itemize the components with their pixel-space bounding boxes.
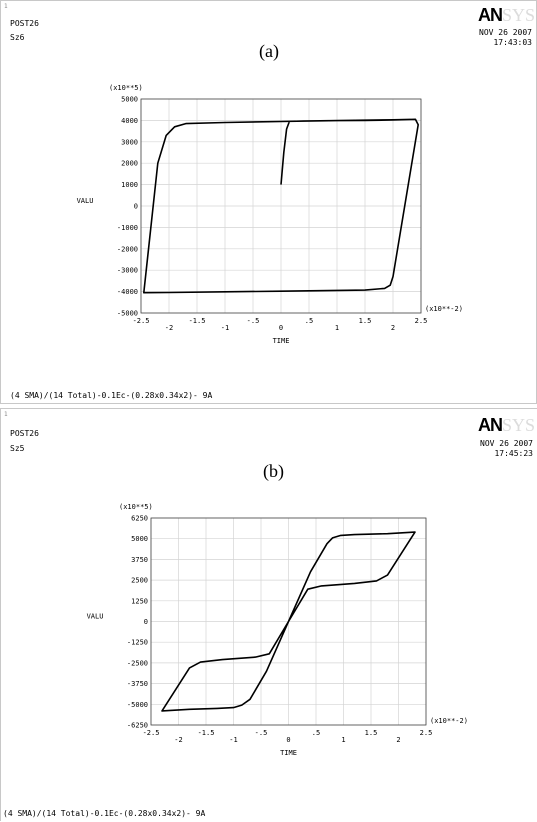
x-axis-label: TIME	[280, 749, 297, 757]
x-tick-label: -2.5	[143, 729, 160, 737]
plot-footer: (4 SMA)/(14 Total)-0.1Ec-(0.28x0.34x2)- …	[10, 391, 213, 400]
ansys-logo: ANSYS	[478, 5, 535, 26]
plot-time: 17:45:23	[494, 449, 533, 458]
x-tick-label: -.5	[247, 317, 260, 325]
panel-label: (a)	[259, 41, 279, 61]
y-tick-label: 5000	[121, 96, 138, 104]
y-tick-label: 0	[144, 618, 148, 626]
plot-window-b: 1 POST26 Sz5 (b) ANSYS NOV 26 2007 17:45…	[0, 408, 537, 821]
y-tick-label: -6250	[127, 722, 148, 730]
ansys-logo: ANSYS	[478, 415, 535, 436]
x-tick-label: .5	[305, 317, 313, 325]
plot-frame	[140, 98, 422, 314]
x-multiplier-label: (x10**-2)	[425, 305, 463, 313]
y-tick-label: -1000	[117, 224, 138, 232]
x-tick-label: -2	[174, 736, 182, 744]
y-tick-label: -4000	[117, 288, 138, 296]
y-tick-label: -2000	[117, 245, 138, 253]
hysteresis-curve	[161, 531, 416, 712]
x-tick-label: -1	[229, 736, 237, 744]
y-tick-label: 3750	[131, 556, 148, 564]
x-tick-label: 1.5	[365, 729, 378, 737]
program-name: POST26	[10, 19, 39, 28]
y-tick-label: 0	[134, 203, 138, 211]
y-multiplier-label: (x10**5)	[109, 84, 143, 92]
plot-date: NOV 26 2007	[480, 439, 533, 448]
y-multiplier-label: (x10**5)	[119, 503, 153, 511]
plot-frame	[150, 517, 427, 726]
y-tick-label: 1250	[131, 597, 148, 605]
logo-strong: AN	[478, 415, 503, 435]
variable-name: Sz5	[10, 444, 25, 453]
window-number: 1	[4, 411, 8, 418]
hysteresis-chart-a: 5000 4000 3000 2000 1000 0 -1000 -2000 -3000 -400…	[77, 84, 463, 345]
panel-label: (b)	[263, 461, 284, 481]
y-tick-label: 4000	[121, 117, 138, 125]
x-tick-label: 2	[396, 736, 400, 744]
x-tick-label: -1.5	[189, 317, 206, 325]
x-tick-label: 2.5	[415, 317, 428, 325]
program-name: POST26	[10, 429, 39, 438]
window-number: 1	[4, 3, 8, 10]
y-tick-label: -5000	[117, 310, 138, 318]
y-axis-label: VALU	[87, 613, 104, 621]
y-tick-label: 5000	[131, 535, 148, 543]
y-tick-label: -3000	[117, 267, 138, 275]
logo-faded: SYS	[502, 415, 536, 435]
x-tick-label: 1	[341, 736, 345, 744]
x-tick-label: -2.5	[133, 317, 150, 325]
y-axis-label: VALU	[77, 197, 94, 205]
x-tick-label: 2	[391, 324, 395, 332]
x-multiplier-label: (x10**-2)	[430, 717, 468, 725]
y-tick-label: 2500	[131, 577, 148, 585]
logo-strong: AN	[478, 5, 503, 25]
y-tick-label: 3000	[121, 138, 138, 146]
x-tick-label: 0	[286, 736, 290, 744]
y-tick-label: 2000	[121, 160, 138, 168]
x-tick-label: 1.5	[359, 317, 372, 325]
x-tick-label: -.5	[255, 729, 268, 737]
logo-faded: SYS	[502, 5, 536, 25]
plot-footer: (4 SMA)/(14 Total)-0.1Ec-(0.28x0.34x2)- …	[3, 809, 206, 818]
variable-name: Sz6	[10, 33, 25, 42]
y-tick-label: -1250	[127, 639, 148, 647]
x-tick-label: -1.5	[198, 729, 215, 737]
y-tick-label: -2500	[127, 659, 148, 667]
hysteresis-curve	[143, 118, 420, 294]
x-tick-label: .5	[312, 729, 320, 737]
y-tick-label: -5000	[127, 701, 148, 709]
x-axis-label: TIME	[273, 337, 290, 345]
y-tick-label: 1000	[121, 181, 138, 189]
x-tick-label: -2	[165, 324, 173, 332]
x-tick-label: 1	[335, 324, 339, 332]
x-tick-label: 2.5	[420, 729, 433, 737]
y-tick-label: 6250	[131, 515, 148, 523]
x-tick-label: 0	[279, 324, 283, 332]
x-tick-label: -1	[221, 324, 229, 332]
y-tick-label: -3750	[127, 680, 148, 688]
plot-window-a: 1 POST26 Sz6 (a) ANSYS NOV 26 2007 17:43…	[0, 0, 537, 404]
plot-time: 17:43:03	[493, 38, 532, 47]
plot-date: NOV 26 2007	[479, 28, 532, 37]
hysteresis-chart-b: 6250 5000 3750 2500 1250 0 -1250 -2500 -3750 -500…	[87, 503, 468, 757]
